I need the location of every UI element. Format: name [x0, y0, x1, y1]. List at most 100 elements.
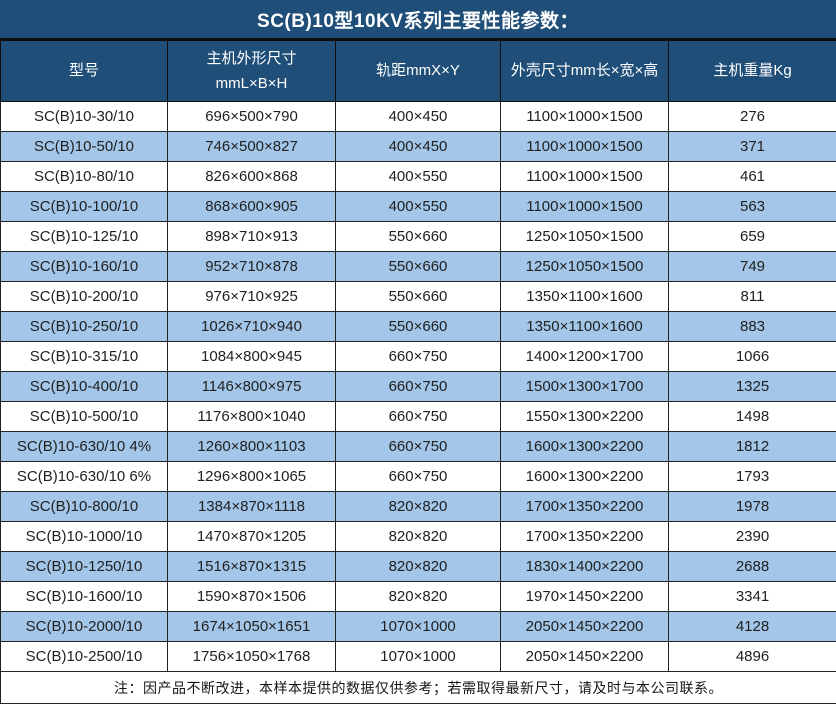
table-cell: 1470×870×1205 — [167, 521, 336, 552]
table-cell: 400×450 — [335, 131, 501, 162]
table-cell: 820×820 — [335, 491, 501, 522]
table-cell: 952×710×878 — [167, 251, 336, 282]
table-row: SC(B)10-2500/10 1756×1050×1768 1070×1000 20… — [0, 641, 836, 672]
table-row: SC(B)10-250/10 1026×710×940 550×660 1350×11… — [0, 311, 836, 342]
table-cell: 2050×1450×2200 — [500, 611, 669, 642]
table-cell: 550×660 — [335, 221, 501, 252]
table-cell: 276 — [668, 101, 836, 132]
table-cell: 1590×870×1506 — [167, 581, 336, 612]
table-cell: 868×600×905 — [167, 191, 336, 222]
table-cell: 1260×800×1103 — [167, 431, 336, 462]
table-cell: 3341 — [668, 581, 836, 612]
header-row: 型号 主机外形尺寸 mmL×B×H 轨距mmX×Y 外壳尺寸mm长×宽×高 主机… — [0, 40, 836, 102]
table-cell: 811 — [668, 281, 836, 312]
table-cell: 1500×1300×1700 — [500, 371, 669, 402]
table-cell: 1100×1000×1500 — [500, 161, 669, 192]
col-header-host-dimensions: 主机外形尺寸 mmL×B×H — [167, 40, 336, 102]
model-cell: SC(B)10-100/10 — [0, 191, 168, 222]
table-row: SC(B)10-80/10 826×600×868 400×550 1100×1000… — [0, 161, 836, 192]
table-cell: 2688 — [668, 551, 836, 582]
table-cell: 1146×800×975 — [167, 371, 336, 402]
table-cell: 550×660 — [335, 281, 501, 312]
table-cell: 1830×1400×2200 — [500, 551, 669, 582]
table-cell: 659 — [668, 221, 836, 252]
table-cell: 746×500×827 — [167, 131, 336, 162]
table-cell: 660×750 — [335, 461, 501, 492]
table-cell: 1756×1050×1768 — [167, 641, 336, 672]
table-cell: 660×750 — [335, 401, 501, 432]
spec-table: 型号 主机外形尺寸 mmL×B×H 轨距mmX×Y 外壳尺寸mm长×宽×高 主机… — [0, 40, 836, 704]
table-cell: 550×660 — [335, 311, 501, 342]
model-cell: SC(B)10-30/10 — [0, 101, 168, 132]
col-header-weight: 主机重量Kg — [668, 40, 836, 102]
table-cell: 1026×710×940 — [167, 311, 336, 342]
table-cell: 2050×1450×2200 — [500, 641, 669, 672]
table-cell: 1084×800×945 — [167, 341, 336, 372]
table-cell: 1700×1350×2200 — [500, 491, 669, 522]
col-header-model: 型号 — [0, 40, 168, 102]
note-row: 注：因产品不断改进，本样本提供的数据仅供参考；若需取得最新尺寸，请及时与本公司联… — [0, 671, 836, 704]
table-cell: 820×820 — [335, 581, 501, 612]
model-cell: SC(B)10-50/10 — [0, 131, 168, 162]
table-cell: 1674×1050×1651 — [167, 611, 336, 642]
model-cell: SC(B)10-315/10 — [0, 341, 168, 372]
model-cell: SC(B)10-800/10 — [0, 491, 168, 522]
table-cell: 400×450 — [335, 101, 501, 132]
table-row: SC(B)10-400/10 1146×800×975 660×750 1500×13… — [0, 371, 836, 402]
table-cell: 1250×1050×1500 — [500, 221, 669, 252]
model-cell: SC(B)10-500/10 — [0, 401, 168, 432]
table-row: SC(B)10-315/10 1084×800×945 660×750 1400×12… — [0, 341, 836, 372]
col-header-line1: 主机外形尺寸 — [206, 49, 297, 67]
table-cell: 2390 — [668, 521, 836, 552]
table-row: SC(B)10-800/10 1384×870×1118 820×820 1700×1… — [0, 491, 836, 522]
table-cell: 1176×800×1040 — [167, 401, 336, 432]
table-cell: 1100×1000×1500 — [500, 101, 669, 132]
model-cell: SC(B)10-2500/10 — [0, 641, 168, 672]
table-cell: 1250×1050×1500 — [500, 251, 669, 282]
table-cell: 976×710×925 — [167, 281, 336, 312]
table-cell: 660×750 — [335, 371, 501, 402]
table-cell: 826×600×868 — [167, 161, 336, 192]
table-cell: 820×820 — [335, 521, 501, 552]
table-cell: 1700×1350×2200 — [500, 521, 669, 552]
table-cell: 1793 — [668, 461, 836, 492]
model-cell: SC(B)10-1250/10 — [0, 551, 168, 582]
table-cell: 1970×1450×2200 — [500, 581, 669, 612]
table-cell: 1350×1100×1600 — [500, 281, 669, 312]
table-cell: 461 — [668, 161, 836, 192]
table-cell: 1384×870×1118 — [167, 491, 336, 522]
model-cell: SC(B)10-80/10 — [0, 161, 168, 192]
model-cell: SC(B)10-1000/10 — [0, 521, 168, 552]
col-header-enclosure-size: 外壳尺寸mm长×宽×高 — [500, 40, 669, 102]
table-row: SC(B)10-200/10 976×710×925 550×660 1350×110… — [0, 281, 836, 312]
table-row: SC(B)10-1600/10 1590×870×1506 820×820 1970×… — [0, 581, 836, 612]
page-title: SC(B)10型10KV系列主要性能参数： — [0, 0, 836, 40]
model-cell: SC(B)10-200/10 — [0, 281, 168, 312]
model-cell: SC(B)10-630/10 4% — [0, 431, 168, 462]
table-cell: 1296×800×1065 — [167, 461, 336, 492]
table-cell: 550×660 — [335, 251, 501, 282]
model-cell: SC(B)10-250/10 — [0, 311, 168, 342]
table-cell: 1550×1300×2200 — [500, 401, 669, 432]
table-cell: 898×710×913 — [167, 221, 336, 252]
table-cell: 696×500×790 — [167, 101, 336, 132]
table-cell: 1100×1000×1500 — [500, 131, 669, 162]
table-row: SC(B)10-630/10 4% 1260×800×1103 660×750 160… — [0, 431, 836, 462]
table-cell: 883 — [668, 311, 836, 342]
table-row: SC(B)10-160/10 952×710×878 550×660 1250×105… — [0, 251, 836, 282]
table-cell: 1100×1000×1500 — [500, 191, 669, 222]
model-cell: SC(B)10-125/10 — [0, 221, 168, 252]
table-row: SC(B)10-2000/10 1674×1050×1651 1070×1000 20… — [0, 611, 836, 642]
table-row: SC(B)10-1000/10 1470×870×1205 820×820 1700×… — [0, 521, 836, 552]
table-cell: 660×750 — [335, 341, 501, 372]
table-cell: 1498 — [668, 401, 836, 432]
table-row: SC(B)10-30/10 696×500×790 400×450 1100×1000… — [0, 101, 836, 132]
table-cell: 820×820 — [335, 551, 501, 582]
table-cell: 400×550 — [335, 191, 501, 222]
table-cell: 1400×1200×1700 — [500, 341, 669, 372]
table-cell: 749 — [668, 251, 836, 282]
table-row: SC(B)10-50/10 746×500×827 400×450 1100×1000… — [0, 131, 836, 162]
table-cell: 563 — [668, 191, 836, 222]
table-row: SC(B)10-100/10 868×600×905 400×550 1100×100… — [0, 191, 836, 222]
